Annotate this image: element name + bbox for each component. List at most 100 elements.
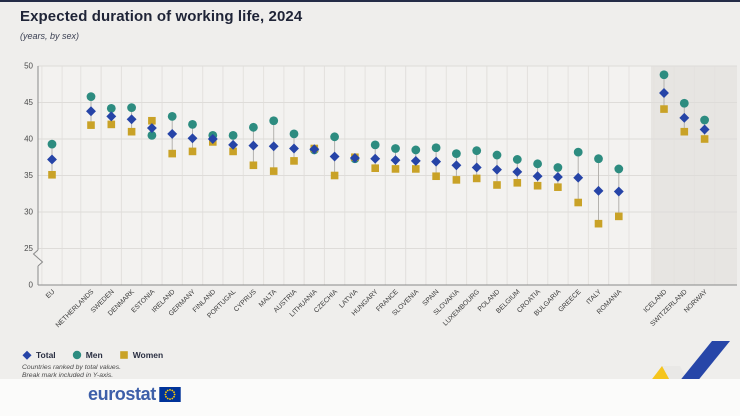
total-marker xyxy=(613,186,624,197)
women-marker xyxy=(533,181,542,190)
men-marker xyxy=(167,111,177,121)
men-marker xyxy=(188,120,197,129)
legend-item-men: Men xyxy=(72,350,103,360)
men-marker xyxy=(472,146,482,156)
men-marker xyxy=(614,164,624,174)
x-axis-country-label: ITALY xyxy=(585,288,603,306)
eurostat-logo: eurostat xyxy=(88,384,181,405)
total-marker xyxy=(390,155,401,166)
women-marker xyxy=(290,157,298,165)
country-marker-group-eu: EU xyxy=(45,139,57,300)
total-marker xyxy=(289,143,299,154)
eu-flag-star xyxy=(168,398,171,401)
men-marker xyxy=(512,155,522,164)
women-marker xyxy=(48,170,56,179)
men-marker xyxy=(370,140,380,150)
eu-flag-icon xyxy=(159,387,181,402)
eu-flag-star xyxy=(166,397,169,400)
total-marker xyxy=(552,172,563,182)
women-marker xyxy=(412,165,420,173)
eu-flag-star xyxy=(172,395,175,398)
total-marker xyxy=(512,166,523,177)
eu-flag-star xyxy=(164,393,167,396)
legend-label-men: Men xyxy=(85,350,103,360)
page-subtitle: (years, by sex) xyxy=(20,31,80,41)
women-marker xyxy=(660,105,668,113)
women-marker xyxy=(493,181,501,189)
total-marker xyxy=(532,171,543,182)
eu-flag-star xyxy=(168,388,171,391)
x-axis-country-label: LUXEMBOURG xyxy=(442,288,481,327)
total-marker xyxy=(47,154,57,165)
men-marker xyxy=(391,144,400,153)
men-marker xyxy=(269,116,279,126)
total-marker xyxy=(329,151,340,162)
total-marker xyxy=(679,112,690,123)
men-marker xyxy=(533,159,542,169)
men-marker xyxy=(411,145,421,155)
total-diamond-icon xyxy=(22,350,32,360)
women-marker xyxy=(127,127,136,136)
total-marker xyxy=(106,111,117,122)
men-marker xyxy=(106,103,116,113)
men-marker xyxy=(679,98,689,108)
footnote-break-mark: Break mark included in Y-axis. xyxy=(22,372,114,379)
total-marker xyxy=(207,134,218,144)
page-title: Expected duration of working life, 2024 xyxy=(20,8,303,25)
y-tick-label: 50 xyxy=(24,62,33,71)
eu-flag-star xyxy=(164,391,167,394)
women-marker xyxy=(680,127,689,136)
men-marker xyxy=(147,130,157,140)
women-marker xyxy=(554,183,562,191)
men-marker xyxy=(659,70,669,80)
women-square-icon xyxy=(119,351,128,359)
men-marker xyxy=(452,149,461,159)
top-accent-border xyxy=(0,0,740,2)
footer-bar: eurostat xyxy=(0,379,740,416)
y-tick-label: 30 xyxy=(24,208,33,217)
x-axis-country-label: EU xyxy=(45,288,57,300)
eu-flag-star xyxy=(164,395,167,398)
men-marker xyxy=(594,154,603,164)
y-tick-label: 35 xyxy=(24,171,33,180)
legend-label-total: Total xyxy=(36,350,56,360)
y-tick-label-zero: 0 xyxy=(29,281,34,290)
women-marker xyxy=(452,176,461,184)
men-marker xyxy=(330,132,339,142)
legend-item-women: Women xyxy=(119,350,164,360)
men-marker xyxy=(228,130,238,140)
total-marker xyxy=(126,114,137,125)
total-marker xyxy=(593,185,604,196)
women-marker xyxy=(188,147,197,156)
women-marker xyxy=(168,149,176,158)
men-marker xyxy=(127,103,136,113)
eu-flag-star xyxy=(166,389,169,392)
men-marker xyxy=(553,163,563,172)
men-marker xyxy=(47,139,57,149)
footnote-ranking: Countries ranked by total values. xyxy=(22,364,121,371)
legend-label-women: Women xyxy=(132,350,164,360)
women-marker xyxy=(391,165,400,173)
total-marker xyxy=(228,139,239,150)
women-marker xyxy=(513,179,522,187)
men-marker xyxy=(86,92,96,102)
working-life-chart: 2530354045500EUNETHERLANDSSWEDENDENMARKE… xyxy=(24,62,737,329)
total-marker xyxy=(309,144,320,155)
men-marker xyxy=(573,147,583,157)
total-marker xyxy=(349,153,360,163)
women-marker xyxy=(87,121,95,129)
legend-item-total: Total xyxy=(22,350,56,360)
total-marker xyxy=(451,160,462,171)
x-axis-country-label: CYPRUS xyxy=(233,288,258,313)
men-marker xyxy=(431,143,441,153)
total-marker xyxy=(268,141,279,152)
total-marker xyxy=(431,156,442,167)
y-tick-label: 45 xyxy=(24,98,33,107)
x-axis-country-label: GREECE xyxy=(557,288,583,314)
women-marker xyxy=(594,219,603,228)
x-axis-country-label: SWITZERLAND xyxy=(649,288,688,327)
women-marker xyxy=(432,172,440,181)
eu-flag-star xyxy=(171,397,174,400)
y-tick-label: 25 xyxy=(24,244,33,253)
men-marker xyxy=(700,115,709,125)
